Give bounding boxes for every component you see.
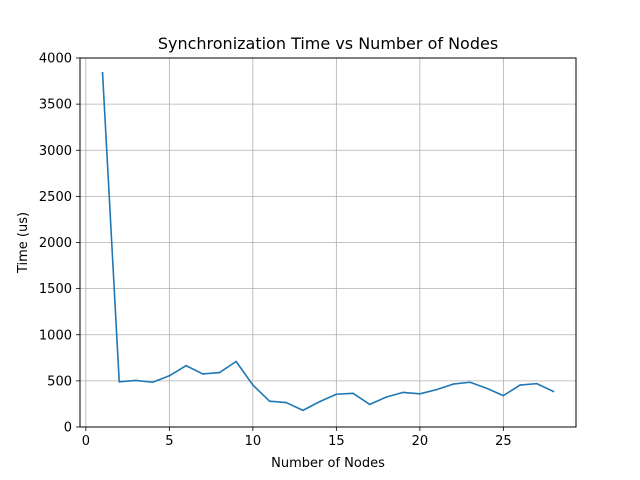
data-point xyxy=(485,387,488,390)
data-point xyxy=(185,364,187,367)
y-tick-label: 1500 xyxy=(39,282,72,297)
y-axis-label: Time (us) xyxy=(16,212,31,274)
ticks: 0 5 10 15 20 25 0 500 1000 1500 2000 2500 3000 3500 40… xyxy=(39,52,512,450)
data-point xyxy=(552,390,555,393)
data-point xyxy=(452,383,455,385)
series-layer xyxy=(101,71,555,412)
data-point xyxy=(218,371,221,374)
y-tick-label: 1000 xyxy=(39,328,72,343)
chart-title: Synchronization Time vs Number of Nodes xyxy=(158,34,498,53)
data-point xyxy=(235,360,237,363)
x-tick-label: 10 xyxy=(245,434,262,449)
y-tick-label: 3000 xyxy=(39,144,72,159)
data-point xyxy=(535,382,538,385)
data-point xyxy=(435,388,438,391)
data-point xyxy=(519,384,521,386)
data-point xyxy=(352,392,354,395)
data-point xyxy=(252,384,254,386)
y-tick-label: 2500 xyxy=(39,190,72,205)
data-point xyxy=(268,400,271,402)
series-line-0 xyxy=(101,71,555,412)
data-point xyxy=(135,379,137,382)
y-tick-label: 0 xyxy=(64,421,72,436)
y-tick-label: 3500 xyxy=(39,98,72,113)
data-point xyxy=(318,400,321,403)
data-point xyxy=(302,409,304,412)
data-point xyxy=(368,403,371,406)
data-point xyxy=(469,381,471,384)
data-point xyxy=(201,373,204,375)
data-point xyxy=(151,381,154,384)
grid xyxy=(80,57,576,428)
x-tick-label: 25 xyxy=(495,434,512,449)
y-tick-label: 4000 xyxy=(39,52,72,67)
data-point xyxy=(118,380,121,383)
x-axis-label: Number of Nodes xyxy=(271,456,385,471)
data-point xyxy=(335,393,338,396)
data-point xyxy=(168,375,171,377)
data-point xyxy=(101,71,104,74)
data-point xyxy=(285,401,288,404)
x-tick-label: 20 xyxy=(412,434,429,449)
y-tick-label: 2000 xyxy=(39,236,72,251)
data-point xyxy=(419,392,421,395)
x-tick-label: 5 xyxy=(165,434,173,449)
x-tick-label: 0 xyxy=(82,434,90,449)
data-point xyxy=(402,391,404,394)
data-point xyxy=(385,396,388,398)
data-point xyxy=(502,394,505,397)
x-tick-label: 15 xyxy=(328,434,345,449)
y-tick-label: 500 xyxy=(47,374,72,389)
